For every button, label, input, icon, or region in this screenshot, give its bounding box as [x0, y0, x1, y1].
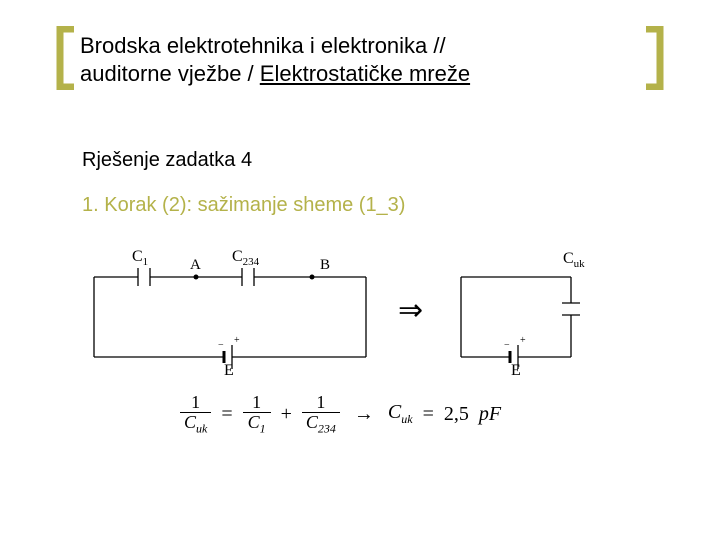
den-c1-sub: 1 [260, 421, 266, 435]
cuk-r-c: C [388, 401, 401, 423]
label-cuk: Cuk [563, 250, 585, 270]
circuit-left: C1 A C234 B − + E [80, 245, 380, 375]
label-c1: C1 [132, 248, 148, 268]
label-a: A [190, 257, 201, 273]
bracket-right-icon [642, 26, 664, 90]
den-c234-sub: 234 [318, 421, 336, 435]
title-line-2: auditorne vježbe / Elektrostatičke mreže [80, 60, 640, 88]
cuk-r-sub: uk [401, 412, 412, 426]
node-a-dot [194, 275, 199, 280]
den-cuk: Cuk [180, 413, 211, 435]
title-line-2-prefix: auditorne vježbe / [80, 61, 260, 86]
section-title: Rješenje zadatka 4 [82, 149, 660, 172]
label-e-left: E [224, 362, 234, 375]
frac-1-c234: 1 C234 [302, 393, 340, 435]
num-1b: 1 [248, 393, 265, 412]
num-1c: 1 [312, 393, 329, 412]
label-e-right: E [511, 362, 521, 375]
battery-minus: − [218, 340, 224, 351]
plus: + [281, 403, 292, 426]
den-c234: C234 [302, 413, 340, 435]
den-c1-c: C [248, 412, 260, 432]
circuit-right: Cuk − + E [441, 245, 591, 375]
node-b-dot [310, 275, 315, 280]
title-line-2-underlined: Elektrostatičke mreže [260, 61, 470, 86]
battery-plus: + [234, 335, 240, 346]
frac-1-c1: 1 C1 [243, 393, 271, 435]
result-value: 2,5 [444, 403, 469, 426]
title-block: Brodska elektrotehnika i elektronika // … [60, 26, 660, 93]
equals-1: = [221, 403, 232, 426]
bracket-left-icon [56, 26, 78, 90]
label-c234: C234 [232, 248, 260, 268]
title-line-1: Brodska elektrotehnika i elektronika // [80, 32, 640, 60]
slide: Brodska elektrotehnika i elektronika // … [0, 0, 720, 540]
diagram-row: C1 A C234 B − + E ⇒ [80, 245, 660, 375]
frac-1-cuk: 1 Cuk [180, 393, 211, 435]
den-c1: C1 [244, 413, 270, 435]
arrow-icon: ⇒ [398, 293, 423, 328]
arrow-result: → [350, 403, 378, 426]
step-line: 1. Korak (2): sažimanje sheme (1_3) [82, 194, 660, 217]
den-cuk-c: C [184, 412, 196, 432]
num-1a: 1 [187, 393, 204, 412]
label-b: B [320, 257, 330, 273]
battery-minus-r: − [504, 340, 510, 351]
den-cuk-sub: uk [196, 421, 207, 435]
den-c234-c: C [306, 412, 318, 432]
result-unit: pF [479, 403, 501, 426]
cuk-result-sym: Cuk [388, 401, 413, 427]
battery-plus-r: + [520, 335, 526, 346]
equation: 1 Cuk = 1 C1 + 1 C234 → Cuk = 2,5 pF [180, 393, 660, 435]
equals-2: = [423, 403, 434, 426]
